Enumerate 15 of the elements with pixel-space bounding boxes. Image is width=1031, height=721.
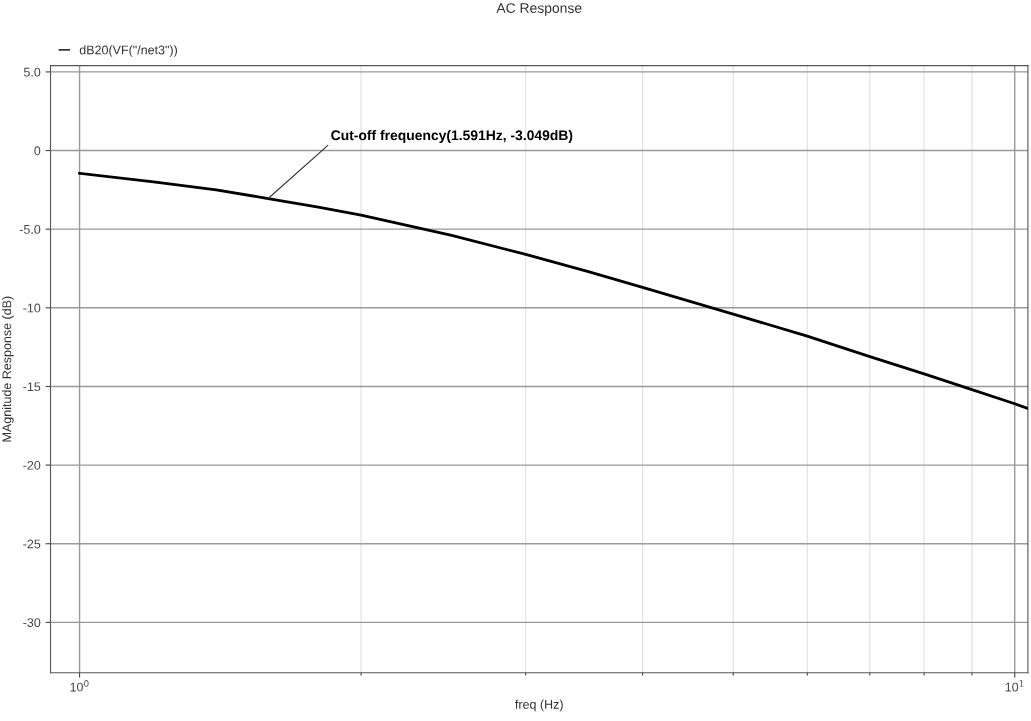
x-axis-title: freq (Hz) bbox=[515, 699, 563, 712]
y-tick-label: -30 bbox=[23, 618, 41, 628]
y-tick-label: -20 bbox=[23, 460, 41, 470]
y-axis-title: MAgnitude Response (dB) bbox=[2, 296, 14, 442]
y-tick-label: -10 bbox=[23, 303, 41, 313]
annotation: Cut-off frequency(1.591Hz, -3.049dB) bbox=[331, 129, 573, 143]
x-tick-label: 10$^{1}$ bbox=[1005, 680, 1024, 692]
x-tick-label: 10$^{0}$ bbox=[70, 680, 89, 692]
y-tick-label: -15 bbox=[23, 382, 41, 392]
chart-title: AC Response bbox=[496, 3, 582, 16]
y-tick-label: -25 bbox=[23, 539, 41, 549]
y-tick-label: -5.0 bbox=[19, 224, 41, 234]
y-tick-label: 5.0 bbox=[23, 67, 41, 77]
y-tick-label: 0 bbox=[34, 146, 41, 156]
legend-label: dB20(VF("/net3")) bbox=[79, 45, 177, 57]
